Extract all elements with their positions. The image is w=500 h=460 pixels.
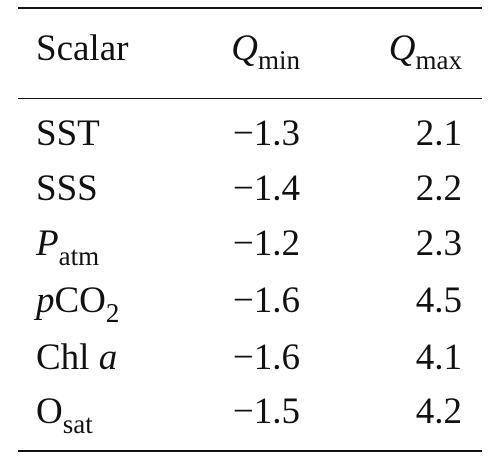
header-scalar: Scalar (36, 30, 128, 67)
scalar-name: O (36, 391, 63, 432)
header-qmax-subscript: max (415, 45, 463, 75)
header-qmax-symbol: Q (388, 28, 416, 69)
table-row-patm-qmin: −1.2 (232, 223, 300, 264)
table-row-chl-qmax: 4.1 (415, 337, 462, 378)
table-row-osat-qmin: −1.5 (232, 391, 300, 432)
table-header-rule (18, 98, 482, 99)
table-row-sst-qmax: 2.1 (415, 113, 462, 154)
table-row-chl-scalar: Chl a (36, 339, 117, 376)
scalar-subscript: atm (58, 241, 100, 271)
scalar-subscript: 2 (105, 298, 120, 328)
table-row-pco2-qmin: −1.6 (232, 280, 300, 321)
scalar-symbol: P (36, 223, 59, 264)
header-qmin: Qmin (231, 28, 300, 74)
header-qmax: Qmax (388, 28, 462, 74)
scalar-subscript: sat (62, 409, 93, 439)
table-row-pco2-scalar: pCO2 (36, 280, 119, 327)
header-qmin-subscript: min (257, 45, 300, 75)
table-bottom-rule (18, 450, 482, 452)
scalar-name: Chl (36, 337, 99, 378)
table-row-sst-scalar: SST (36, 115, 100, 152)
table-top-rule (18, 7, 482, 9)
table-row-osat-qmax: 4.2 (415, 391, 462, 432)
scalar-name: SST (36, 113, 100, 154)
table-row-sst-qmin: −1.3 (232, 113, 300, 154)
table-row-sss-qmin: −1.4 (232, 168, 300, 209)
table-row-osat-scalar: Osat (36, 391, 93, 438)
header-qmin-symbol: Q (231, 28, 258, 69)
table-row-sss-scalar: SSS (36, 170, 98, 207)
table-row-sss-qmax: 2.2 (415, 168, 462, 209)
table-row-patm-qmax: 2.3 (415, 223, 462, 264)
table-row-patm-scalar: Patm (36, 223, 99, 270)
header-scalar-label: Scalar (36, 28, 129, 69)
scalar-suffix: a (98, 337, 118, 378)
table-row-pco2-qmax: 4.5 (415, 280, 462, 321)
table-row-chl-qmin: −1.6 (232, 337, 300, 378)
scalar-prefix: p (36, 280, 55, 321)
scalar-name: CO (54, 280, 106, 321)
scalar-name: SSS (36, 168, 98, 209)
